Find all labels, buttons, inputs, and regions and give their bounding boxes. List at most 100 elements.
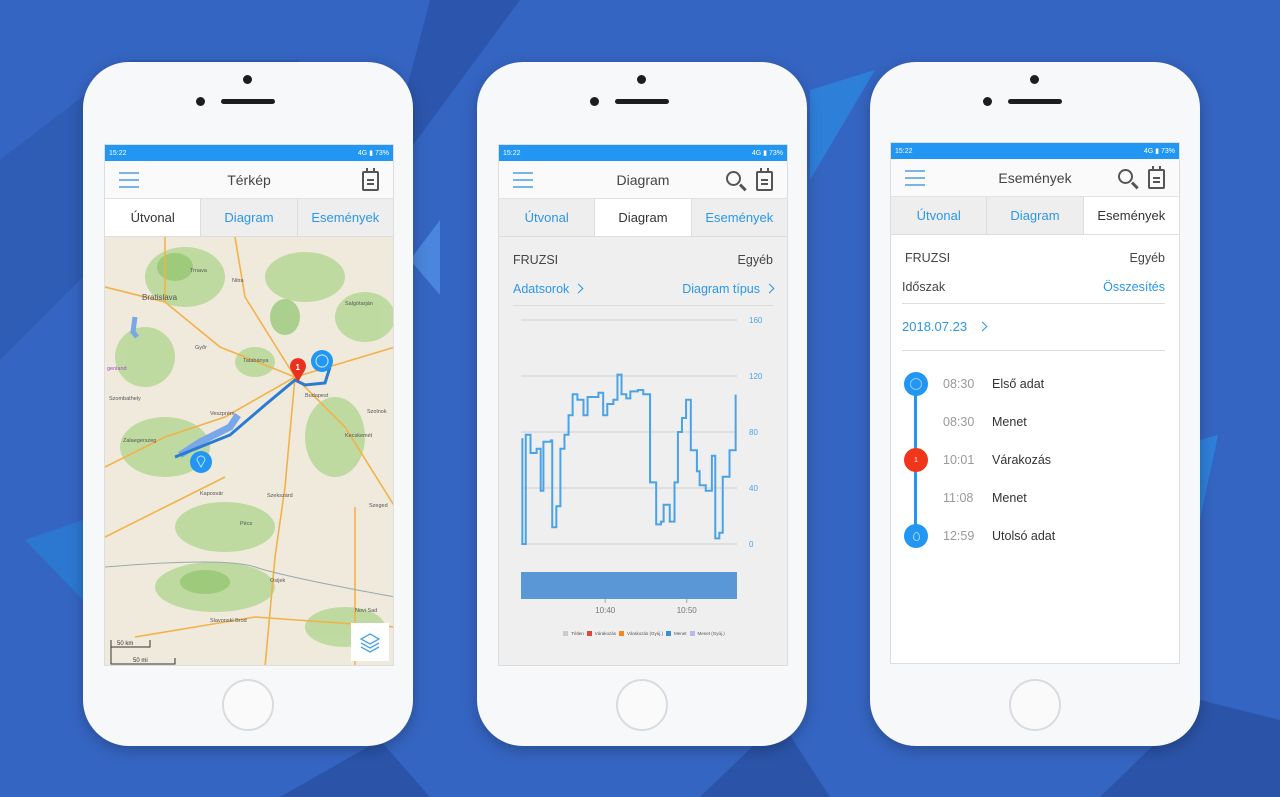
home-button[interactable]: [1009, 679, 1061, 731]
front-camera: [196, 97, 205, 106]
legend-swatch: [666, 631, 671, 636]
date-selector[interactable]: 2018.07.23: [902, 319, 1165, 351]
status-time: 15:22: [895, 147, 913, 155]
sensor: [1030, 75, 1039, 84]
calendar-report-icon[interactable]: [1148, 166, 1165, 189]
map-label: Slavonski Brod: [210, 618, 247, 624]
y-tick-label: 0: [749, 540, 754, 549]
legend-label: Várakozás: [594, 631, 616, 636]
map-label: Kecskemét: [345, 433, 373, 439]
map-label: Veszprém: [210, 411, 235, 417]
end-marker-icon[interactable]: [190, 451, 212, 473]
event-row[interactable]: 08:30 Első adat: [891, 365, 1179, 403]
map-label: Novi Sad: [355, 608, 377, 614]
datasets-label: Adatsorok: [513, 282, 570, 296]
event-row[interactable]: 1 10:01 Várakozás: [891, 441, 1179, 479]
x-tick-label: 10:50: [677, 606, 698, 615]
date-label: 2018.07.23: [902, 319, 968, 334]
chart-legend: Tétlen Várakozás Várakozás (Gyúj.) Menet Men…: [499, 631, 787, 636]
chart-type-link[interactable]: Diagram típus: [682, 282, 775, 296]
waiting-marker-icon: 1: [904, 448, 928, 472]
summary-link[interactable]: Összesítés: [1103, 280, 1165, 294]
event-row[interactable]: 12:59 Utolsó adat: [891, 517, 1179, 555]
legend-label: Menet: [674, 631, 687, 636]
category: Egyéb: [737, 253, 773, 267]
status-time: 15:22: [503, 149, 521, 157]
tab-diagram[interactable]: Diagram: [987, 197, 1084, 234]
event-label: Menet: [992, 491, 1027, 505]
scale-mi: 50 mi: [133, 658, 148, 664]
home-button[interactable]: [222, 679, 274, 731]
legend-swatch: [689, 631, 695, 636]
y-tick-label: 80: [749, 428, 758, 437]
tab-esemenyek[interactable]: Események: [311, 210, 380, 225]
screen: 15:22 4G ▮ 73% Diagram Útvonal Diagram E…: [498, 144, 788, 666]
sensor: [637, 75, 646, 84]
app-header: Térkép: [105, 161, 393, 199]
start-marker-icon[interactable]: [311, 350, 333, 372]
scale-bar: 50 km 50 mi: [110, 640, 176, 665]
legend-swatch: [563, 631, 569, 636]
route-map[interactable]: Trnava Nitra Bratislava Salgótarján Győr…: [105, 237, 394, 666]
y-tick-label: 40: [749, 484, 758, 493]
status-bar: 15:22 4G ▮ 73%: [499, 145, 787, 161]
tab-bar: Útvonal Diagram Események: [499, 199, 787, 237]
map-label: Tatabánya: [243, 358, 269, 364]
map-label: Budapest: [305, 393, 329, 399]
event-label: Várakozás: [992, 453, 1052, 467]
map-label: Szombathely: [109, 396, 141, 402]
phone-events: 15:22 4G ▮ 73% Események Útvonal Diagram…: [870, 62, 1200, 746]
front-camera: [983, 97, 992, 106]
home-button[interactable]: [616, 679, 668, 731]
map-label: Győr: [195, 345, 207, 351]
tab-utvonal[interactable]: Útvonal: [891, 197, 988, 234]
event-row[interactable]: 11:08 Menet: [891, 479, 1179, 517]
network: 4G: [357, 150, 368, 157]
tab-utvonal[interactable]: Útvonal: [499, 199, 596, 236]
tab-esemenyek[interactable]: Események: [1083, 197, 1179, 234]
vehicle-name: FRUZSI: [905, 251, 951, 265]
event-time: 12:59: [943, 529, 975, 543]
map-label: Pécs: [240, 521, 252, 527]
event-label: Utolsó adat: [992, 529, 1056, 543]
hamburger-icon[interactable]: [119, 172, 139, 188]
app-header: Események: [891, 159, 1179, 197]
search-icon[interactable]: [1118, 169, 1133, 184]
x-tick-label: 10:40: [595, 606, 616, 615]
network: 4G: [1143, 148, 1154, 155]
event-label: Menet: [992, 415, 1027, 429]
event-row[interactable]: 08:30 Menet: [891, 403, 1179, 441]
page-title: Diagram: [616, 171, 670, 188]
map-label: genland: [107, 366, 127, 372]
chevron-right-icon: [977, 321, 988, 332]
legend-swatch: [618, 631, 624, 636]
tab-bar: Útvonal Diagram Események: [891, 197, 1179, 235]
hamburger-icon[interactable]: [905, 170, 925, 186]
page-title: Események: [998, 169, 1072, 186]
speed-chart[interactable]: 0 40 80 120 160 10:40 10:50: [499, 310, 788, 640]
tab-esemenyek[interactable]: Események: [705, 210, 774, 225]
layers-button[interactable]: [351, 623, 389, 661]
tab-diagram[interactable]: Diagram: [595, 199, 692, 236]
search-icon[interactable]: [726, 171, 741, 186]
datasets-link[interactable]: Adatsorok: [513, 282, 584, 296]
legend-label: Tétlen: [571, 631, 584, 636]
event-time: 08:30: [943, 415, 975, 429]
map-label: Nitra: [232, 278, 245, 284]
front-camera: [590, 97, 599, 106]
speed-series-line: [521, 373, 737, 545]
status-bar: 15:22 4G ▮ 73%: [891, 143, 1179, 159]
network: 4G: [751, 150, 762, 157]
waiting-marker-icon[interactable]: 1: [290, 358, 306, 382]
chevron-right-icon: [764, 283, 775, 294]
category: Egyéb: [1129, 251, 1165, 265]
screen: 15:22 4G ▮ 73% Események Útvonal Diagram…: [890, 142, 1180, 664]
calendar-report-icon[interactable]: [756, 168, 773, 191]
hamburger-icon[interactable]: [513, 172, 533, 188]
map-label: Szeged: [369, 503, 388, 509]
tab-diagram[interactable]: Diagram: [201, 199, 298, 236]
tab-utvonal[interactable]: Útvonal: [105, 199, 202, 236]
page-title: Térkép: [227, 171, 271, 188]
calendar-report-icon[interactable]: [362, 168, 379, 191]
marker-label: 1: [296, 363, 301, 372]
